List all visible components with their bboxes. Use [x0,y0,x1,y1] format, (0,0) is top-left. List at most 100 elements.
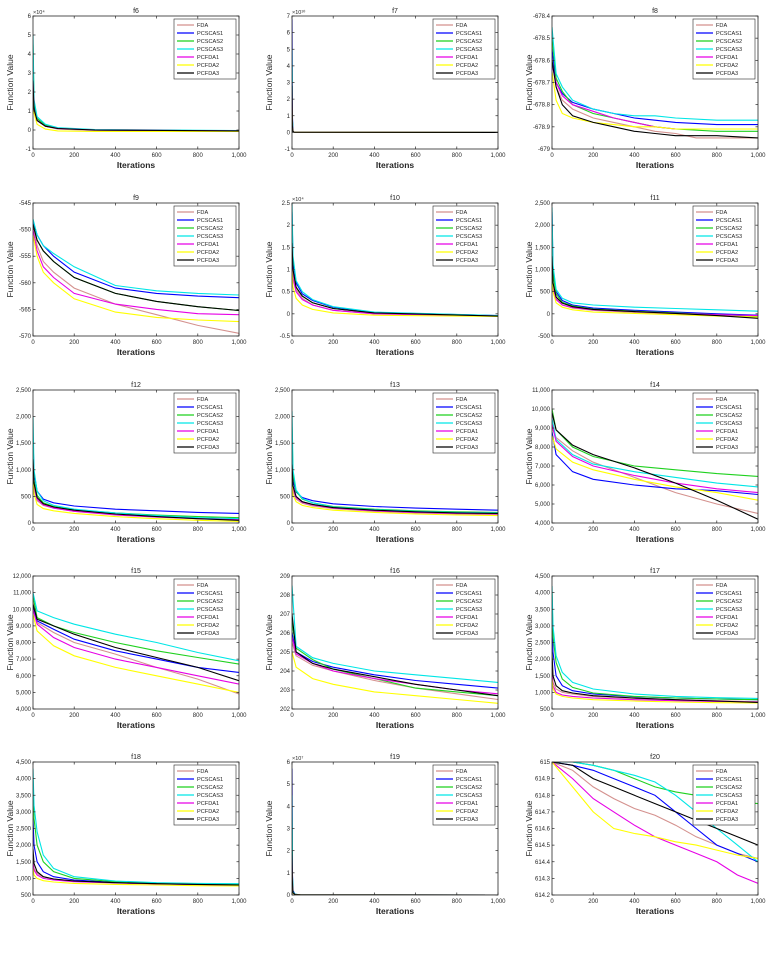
y-axis-label: Function Value [5,54,15,110]
x-tick-label: 600 [411,340,422,346]
legend-label-pcscas1: PCSCAS1 [716,405,742,411]
series-line-pcfda2 [292,480,498,517]
legend-label-pcscas2: PCSCAS2 [716,39,742,45]
y-axis-label: Function Value [5,800,15,856]
y-tick-label: 4,000 [535,591,551,597]
x-tick-label: 0 [290,899,294,905]
y-tick-label: -678.4 [533,14,551,20]
legend-label-pcfda3: PCFDA3 [197,258,219,264]
legend-label-fda: FDA [456,23,467,29]
x-tick-label: 400 [629,153,640,159]
x-tick-label: 600 [411,713,422,719]
y-tick-label: 4,000 [535,521,551,527]
y-axis-label: Function Value [524,54,534,110]
x-tick-label: 200 [328,153,339,159]
y-tick-label: 0 [547,312,551,318]
chart-title: f17 [650,568,660,575]
axes-box [32,389,240,524]
x-tick-label: 400 [369,527,380,533]
x-axis-label: Iterations [636,160,675,170]
legend-label-pcscas2: PCSCAS2 [716,599,742,605]
chart-title: f14 [650,382,660,389]
chart-title: f11 [650,195,659,202]
y-tick-label: 1,000 [16,468,32,474]
y-tick-label: -565 [19,307,32,313]
x-tick-label: 200 [588,713,599,719]
chart-f17: 0 200 400 600 800 1,000 500 1,000 1,500 2,000 2,50… [524,568,766,730]
y-axis-label: Function Value [5,241,15,297]
y-tick-label: 2 [287,849,291,855]
y-tick-label: 0 [287,893,291,899]
x-axis-label: Iterations [376,160,415,170]
x-tick-label: 200 [328,899,339,905]
y-tick-label: 6,000 [16,674,32,680]
y-tick-label: 6 [287,760,291,766]
series-line-pcscas2 [292,623,498,697]
x-tick-label: 1,000 [750,899,766,905]
x-axis-label: Iterations [117,160,156,170]
series-line-fda [552,55,758,139]
x-tick-label: 1,000 [231,340,247,346]
legend-label-pcscas3: PCSCAS3 [456,793,482,799]
legend: FDA PCSCAS1 PCSCAS2 PCSCAS3 PCFDA1 PCFDA2 PCFD… [432,392,496,454]
legend-label-pcscas1: PCSCAS1 [456,777,482,783]
legend-label-pcscas2: PCSCAS2 [456,599,482,605]
legend-label-pcfda2: PCFDA2 [197,437,219,443]
y-axis-label: Function Value [264,800,274,856]
x-tick-label: 400 [369,899,380,905]
series-line-pcfda2 [33,614,239,693]
legend-label-pcfda2: PCFDA2 [197,63,219,69]
y-tick-label: 3,000 [535,624,551,630]
y-tick-label: 4 [287,804,291,810]
legend-label-fda: FDA [197,210,208,216]
x-tick-label: 0 [31,340,35,346]
y-tick-label: 1 [287,268,291,274]
y-tick-label: -550 [19,228,32,234]
y-tick-label: 5 [287,47,291,53]
y-tick-label: 1,500 [275,441,291,447]
series-line-pcfda3 [33,80,239,132]
series-line-pcfda2 [552,71,758,130]
x-tick-label: 1,000 [490,527,506,533]
series-lines [552,762,758,884]
y-tick-label: 500 [540,290,551,296]
chart-title: f20 [650,754,660,761]
y-tick-label: -570 [19,334,32,340]
x-tick-label: 400 [629,713,640,719]
x-tick-label: 0 [31,899,35,905]
y-exponent-label: ×10⁴ [33,9,45,16]
x-tick-label: 1,000 [490,899,506,905]
series-line-pcscas2 [33,595,239,665]
x-tick-label: 600 [671,527,682,533]
y-tick-label: 6,000 [535,483,551,489]
legend-label-pcscas3: PCSCAS3 [456,234,482,240]
series-line-fda [292,90,498,133]
legend-label-pcfda1: PCFDA1 [197,801,219,807]
x-tick-label: 0 [290,153,294,159]
y-tick-label: 2,500 [535,641,551,647]
legend-label-pcscas3: PCSCAS3 [456,47,482,53]
x-tick-label: 0 [31,527,35,533]
x-tick-label: 600 [152,527,163,533]
chart-f11: 0 200 400 600 800 1,000-50005001,0001,5002,00… [524,195,766,357]
y-tick-label: 5,000 [535,502,551,508]
legend-label-pcfda2: PCFDA2 [716,63,738,69]
x-axis-label: Iterations [376,720,415,730]
chart-title: f7 [392,8,398,15]
y-tick-label: 9,000 [16,624,32,630]
x-tick-label: 200 [69,153,80,159]
series-lines [33,416,239,522]
y-tick-label: 2,000 [535,223,551,229]
legend-label-pcscas2: PCSCAS2 [456,785,482,791]
legend-label-fda: FDA [716,23,727,29]
legend-label-pcscas2: PCSCAS2 [716,226,742,232]
y-tick-label: 2,500 [16,388,32,394]
series-lines [292,585,498,704]
x-tick-label: 1,000 [231,713,247,719]
y-tick-label: -678.6 [533,58,551,64]
x-tick-label: 0 [550,153,554,159]
chart-f14: 0 200 400 600 800 1,000 4,000 5,000 6,000 7,000 8,… [524,382,766,544]
x-tick-label: 200 [69,527,80,533]
legend-label-pcfda1: PCFDA1 [197,615,219,621]
